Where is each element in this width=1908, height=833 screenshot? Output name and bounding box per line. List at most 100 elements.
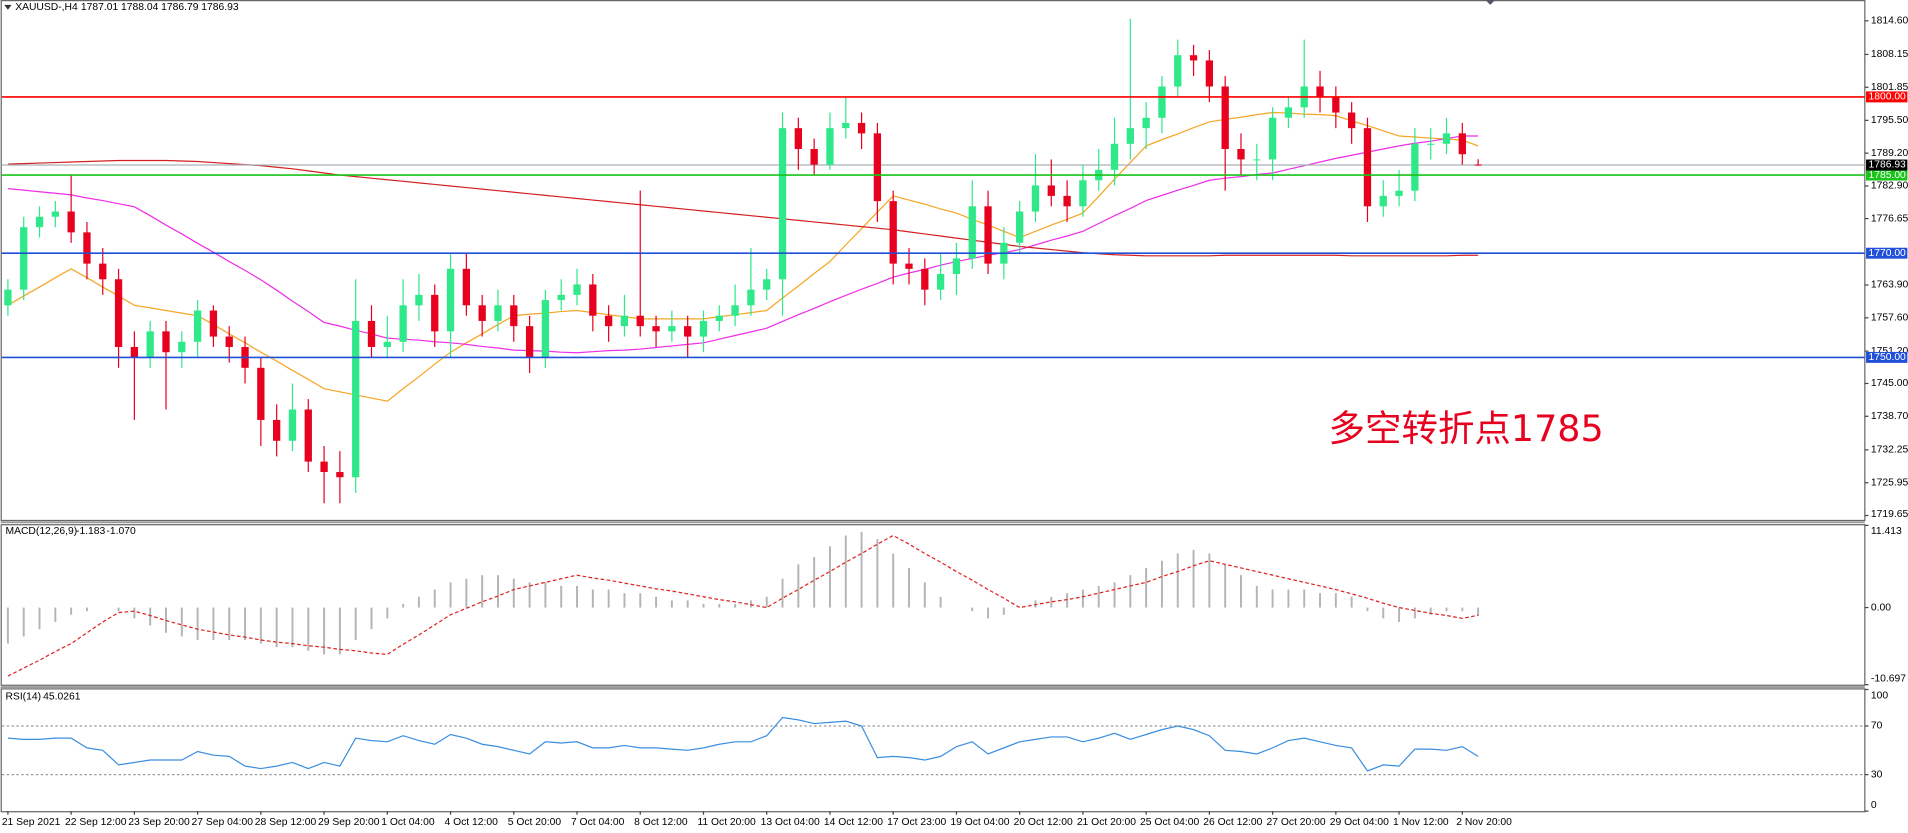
y-tick-label: 1795.50 [1871, 115, 1908, 126]
x-tick-label: 7 Oct 04:00 [571, 817, 625, 828]
candle-body [889, 201, 897, 264]
annotation: 多空转折点1785 [1329, 407, 1604, 450]
header-close: 1786.93 [201, 2, 239, 13]
macd-value: -1.183 [76, 526, 106, 537]
candle-body [1016, 211, 1024, 243]
header-open: 1787.01 [81, 2, 119, 13]
candle-body [652, 326, 660, 332]
y-tick-label: 30 [1871, 769, 1883, 780]
candle-body [525, 326, 534, 358]
x-tick-label: 29 Sep 20:00 [318, 817, 380, 828]
y-tick-label: 1763.90 [1871, 280, 1908, 291]
candle-body [684, 326, 692, 337]
candle-body [1284, 107, 1293, 118]
x-tick-label: 22 Sep 12:00 [65, 817, 127, 828]
candle-body [589, 284, 597, 316]
candle-body [1079, 180, 1087, 207]
level-tag [1866, 91, 1908, 103]
candle-body [415, 294, 423, 306]
main-panel-frame [0, 0, 1866, 522]
candle-body [826, 128, 834, 165]
candle-body [763, 279, 771, 290]
x-tick-label: 21 Oct 20:00 [1077, 817, 1136, 828]
candle-body [952, 258, 961, 275]
x-tick-label: 21 Sep 2021 [2, 817, 61, 828]
x-tick-label: 19 Oct 04:00 [950, 817, 1009, 828]
candle-body [857, 122, 866, 134]
candle-body [494, 305, 502, 321]
candle-body [67, 211, 75, 233]
rsi-line [7, 716, 1479, 772]
candle-body [1126, 128, 1134, 144]
candle-body [114, 279, 123, 347]
candle-body [1332, 96, 1340, 113]
candle-body [1411, 143, 1419, 191]
x-tick-label: 4 Oct 12:00 [444, 817, 498, 828]
candle-body [4, 289, 12, 306]
x-tick-label: 17 Oct 23:00 [887, 817, 946, 828]
header-low: 1786.79 [161, 2, 199, 13]
candle-body [936, 274, 945, 290]
candle-body [715, 315, 723, 321]
candle-body [1268, 117, 1277, 160]
candle-body [1316, 86, 1324, 97]
candle-body [304, 409, 312, 462]
candle-body [810, 149, 818, 165]
y-tick-label: 0 [1871, 800, 1877, 811]
candle-body [162, 331, 170, 353]
x-tick-label: 1 Nov 12:00 [1393, 817, 1449, 828]
candle-body [905, 263, 913, 269]
candle-body [336, 472, 344, 478]
candle-body [921, 268, 929, 290]
candle-body [383, 341, 391, 347]
rsi-title: RSI(14) [5, 692, 41, 703]
candle-body [99, 263, 107, 280]
candle-body [51, 211, 59, 217]
candle-body [1253, 159, 1261, 161]
candle-body [1363, 128, 1372, 207]
candle-body [731, 305, 739, 316]
candle-body [1031, 185, 1040, 212]
macd-panel-frame [0, 524, 1866, 686]
candle-body [636, 315, 644, 327]
symbol: XAUUSD-,H4 [15, 2, 78, 13]
macd-title: MACD(12,26,9) [5, 526, 77, 537]
candle-body [620, 315, 629, 327]
level-label: 1785.00 [1868, 170, 1906, 181]
price-tag [1866, 159, 1908, 171]
x-tick-label: 13 Oct 04:00 [761, 817, 820, 828]
y-tick-label: 1738.70 [1871, 411, 1908, 422]
rsi-panel-frame [0, 688, 1866, 813]
x-tick-label: 8 Oct 12:00 [634, 817, 688, 828]
y-tick-label: 1782.90 [1871, 181, 1908, 192]
candle-body [399, 305, 407, 342]
candle-body [1395, 190, 1403, 196]
candle-body [1063, 195, 1071, 207]
x-tick-label: 25 Oct 04:00 [1140, 817, 1199, 828]
x-tick-label: 27 Oct 20:00 [1267, 817, 1326, 828]
menu-arrow[interactable] [4, 4, 12, 10]
x-tick-label: 1 Oct 04:00 [381, 817, 435, 828]
candle-body [20, 227, 28, 290]
moving-average [7, 135, 1479, 354]
candle-body [1174, 55, 1182, 87]
x-tick-label: 28 Sep 12:00 [255, 817, 317, 828]
candle-body [1427, 143, 1435, 145]
candle-body [257, 367, 265, 420]
y-tick-label: 1732.25 [1871, 445, 1908, 456]
y-tick-label: 1789.20 [1871, 148, 1908, 159]
candle-body [431, 294, 439, 332]
x-tick-label: 2 Nov 20:00 [1456, 817, 1512, 828]
x-tick-label: 11 Oct 20:00 [697, 817, 756, 828]
candle-body [1205, 60, 1214, 87]
candle-body [288, 409, 297, 441]
y-tick-label: 1725.95 [1871, 477, 1908, 488]
candle-body [273, 419, 281, 441]
price-label: 1786.93 [1868, 160, 1906, 171]
candle-body [130, 346, 139, 358]
candle-body [320, 461, 328, 473]
candle-body [446, 268, 455, 332]
candle-body [146, 331, 154, 358]
candle-body [778, 128, 787, 280]
